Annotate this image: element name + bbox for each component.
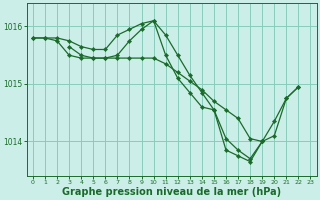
X-axis label: Graphe pression niveau de la mer (hPa): Graphe pression niveau de la mer (hPa) — [62, 187, 281, 197]
